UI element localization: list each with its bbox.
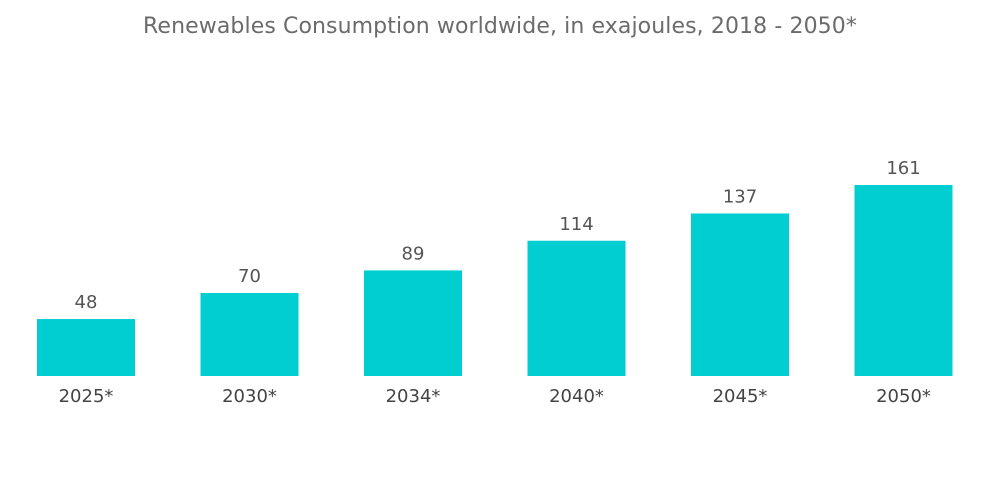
x-tick-label: 2025* (59, 386, 114, 407)
value-labels-group: 48 70 89 114 137 161 (75, 158, 921, 313)
bar-2025 (37, 319, 135, 376)
x-tick-label: 2030* (222, 386, 277, 407)
tick-labels-group: 2025* 2030* 2034* 2040* 2045* 2050* (59, 386, 931, 407)
bar-2034 (364, 270, 462, 376)
value-label: 89 (402, 243, 425, 264)
x-tick-label: 2034* (386, 386, 441, 407)
bar-2050 (854, 185, 953, 376)
value-label: 70 (238, 266, 261, 287)
value-label: 114 (559, 214, 593, 235)
bar-2040 (527, 240, 626, 376)
x-tick-label: 2040* (549, 386, 604, 407)
chart-title: Renewables Consumption worldwide, in exa… (143, 14, 857, 39)
x-tick-label: 2050* (876, 386, 931, 407)
bar-2030 (200, 292, 299, 376)
value-label: 161 (886, 158, 920, 179)
bar-2045 (691, 213, 789, 376)
x-tick-label: 2045* (713, 386, 768, 407)
value-label: 48 (75, 292, 98, 313)
bars-group (37, 185, 953, 376)
value-label: 137 (723, 186, 757, 207)
